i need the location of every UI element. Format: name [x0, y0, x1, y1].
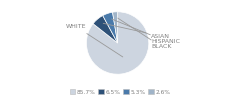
Text: HISPANIC: HISPANIC — [112, 19, 180, 44]
Wedge shape — [93, 16, 118, 43]
Legend: 85.7%, 6.5%, 5.3%, 2.6%: 85.7%, 6.5%, 5.3%, 2.6% — [67, 87, 173, 97]
Text: WHITE: WHITE — [66, 24, 123, 57]
Wedge shape — [86, 12, 149, 74]
Wedge shape — [113, 12, 118, 43]
Text: ASIAN: ASIAN — [103, 23, 170, 39]
Text: BLACK: BLACK — [118, 18, 172, 49]
Wedge shape — [103, 12, 118, 43]
